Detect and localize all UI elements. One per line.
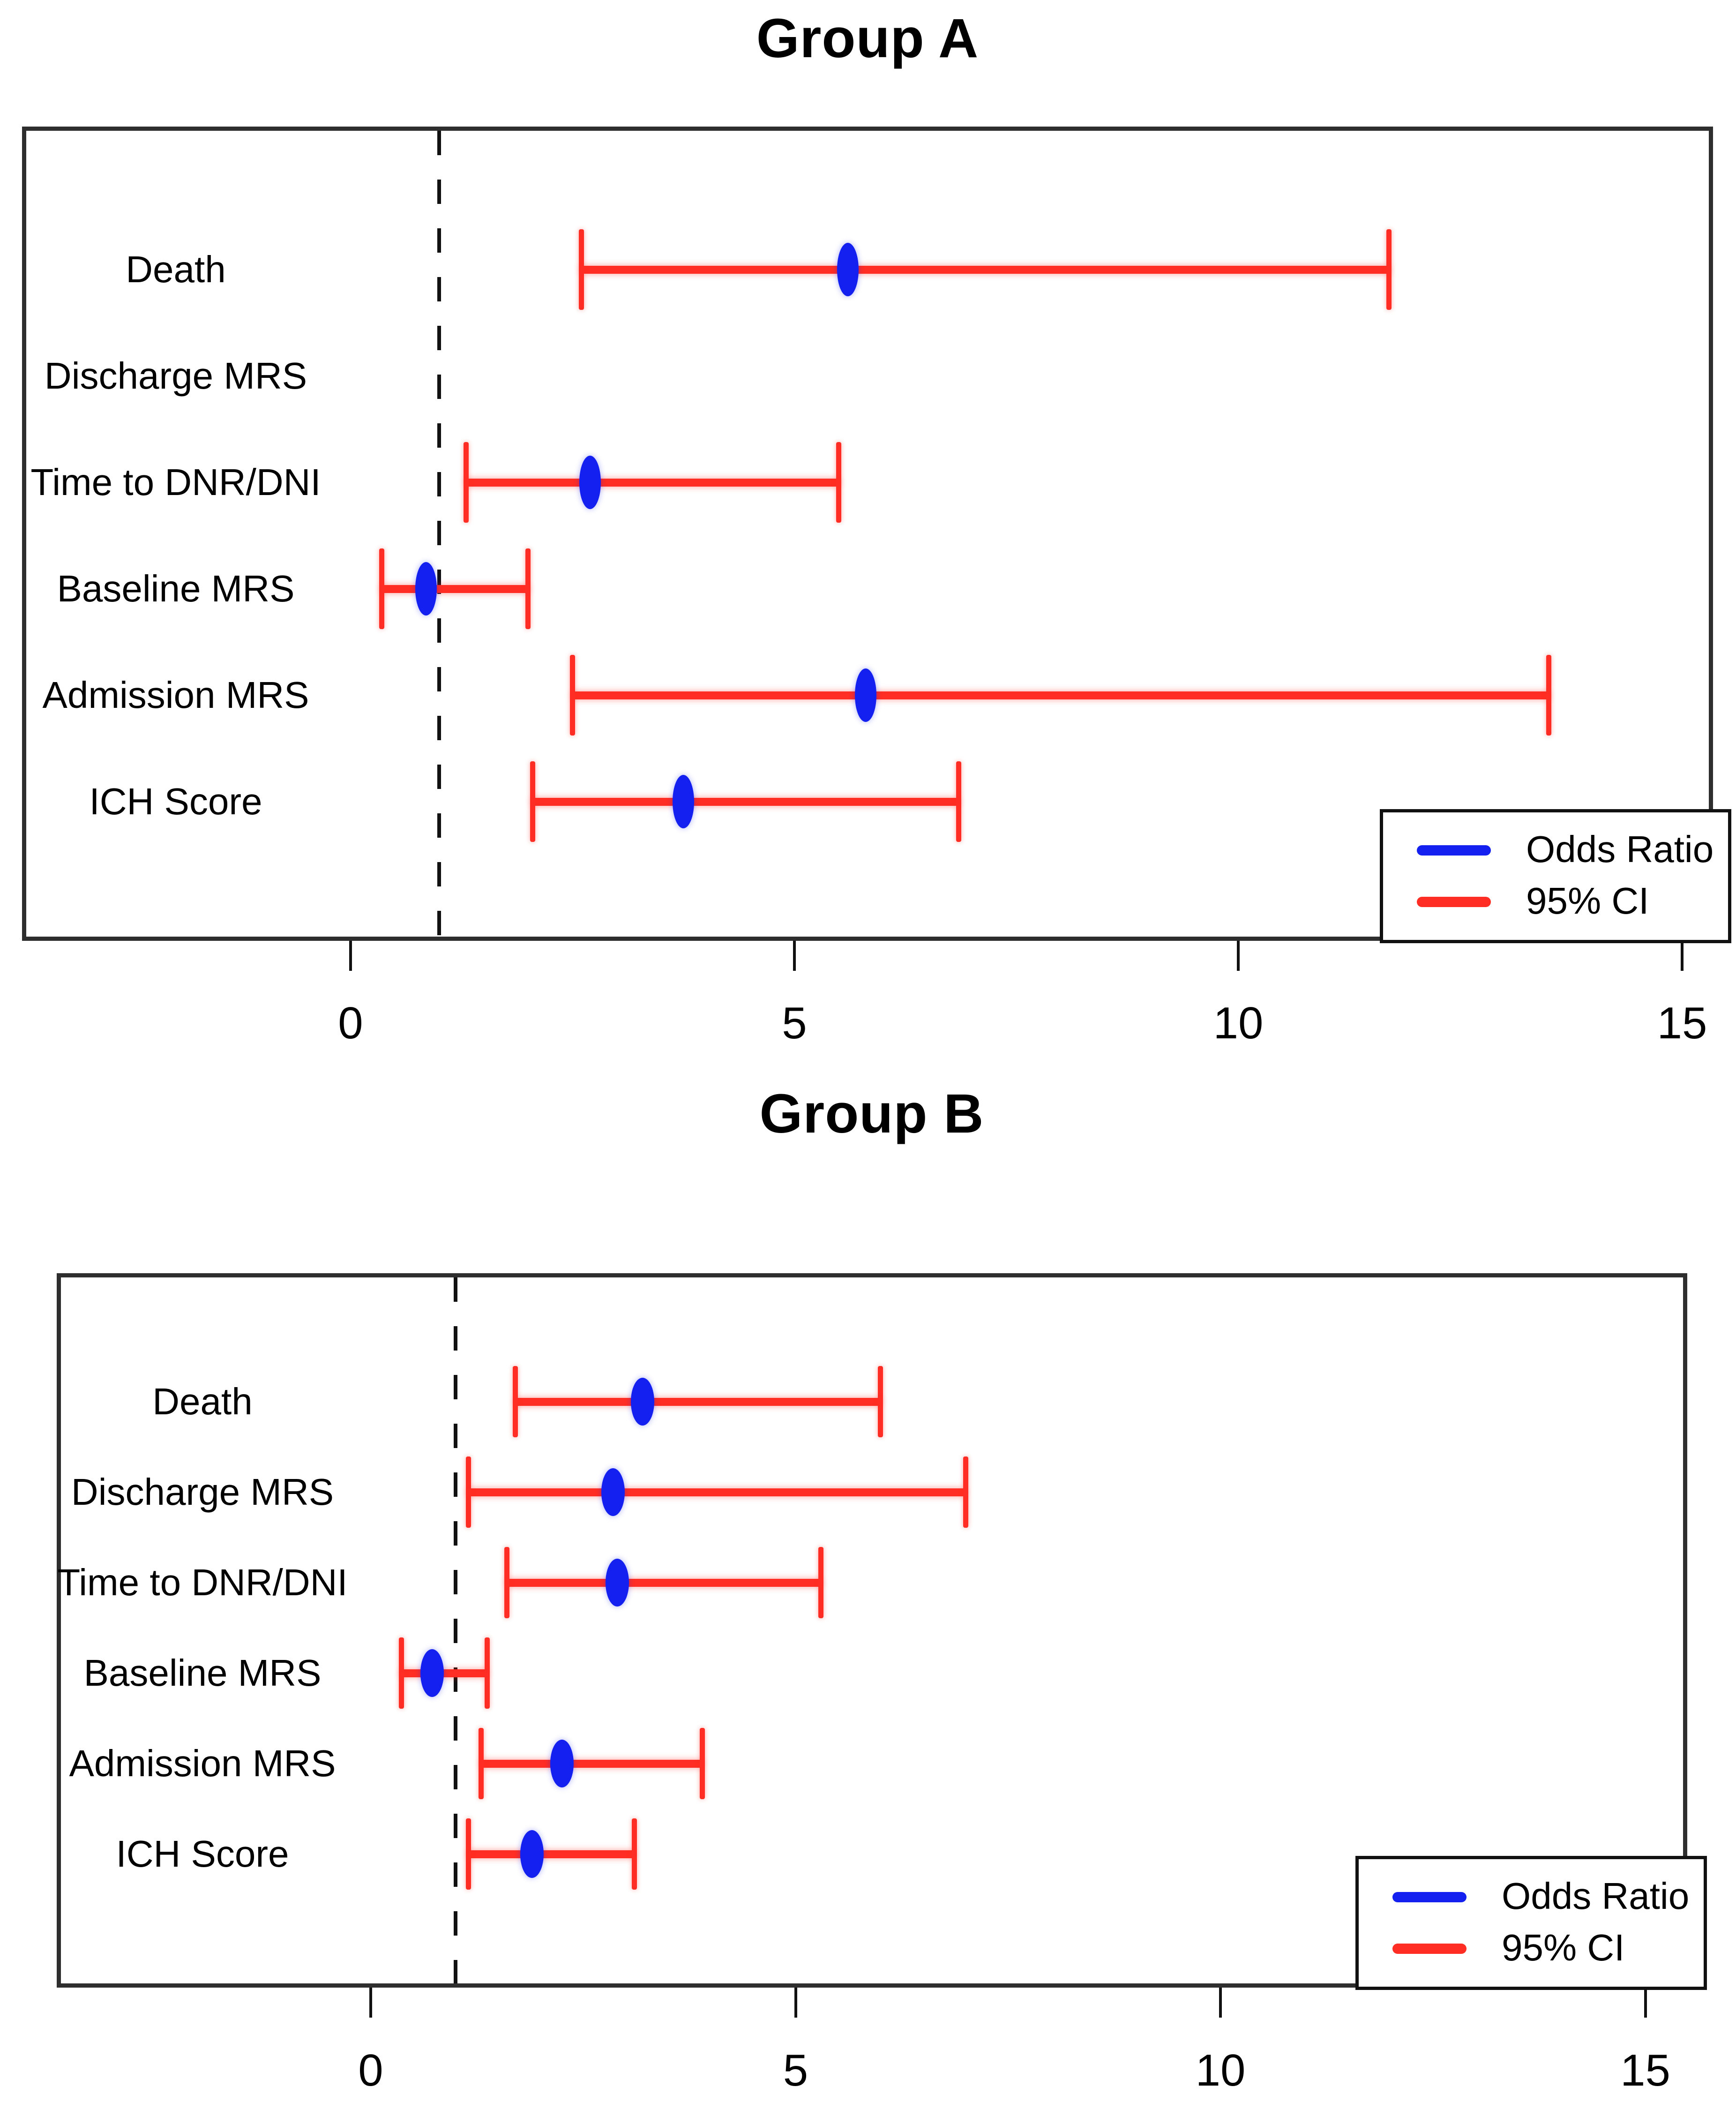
ci-cap-upper bbox=[699, 1728, 705, 1799]
ci-cap-lower bbox=[530, 761, 535, 842]
legend-entry-odds-ratio: Odds Ratio bbox=[1383, 828, 1728, 871]
legend-entry-odds-ratio: Odds Ratio bbox=[1359, 1875, 1704, 1917]
legend-label: 95% CI bbox=[1526, 880, 1649, 922]
ci-cap-upper bbox=[1386, 229, 1392, 310]
x-axis-tick-label: 0 bbox=[338, 998, 363, 1048]
odds-ratio-marker bbox=[631, 1378, 655, 1426]
x-axis-tick bbox=[793, 941, 796, 971]
panel-a-title: Group A bbox=[756, 8, 979, 69]
panel-b-legend: Odds Ratio 95% CI bbox=[1355, 1856, 1707, 1990]
ci-bar bbox=[532, 797, 959, 806]
panel-b-title: Group B bbox=[759, 1083, 984, 1145]
x-axis-tick-label: 10 bbox=[1213, 998, 1264, 1048]
odds-ratio-marker bbox=[854, 668, 876, 722]
panel-a-plot-box bbox=[22, 127, 1713, 941]
x-axis-tick bbox=[349, 941, 352, 971]
x-axis-tick bbox=[1237, 941, 1240, 971]
legend-entry-ci: 95% CI bbox=[1359, 1927, 1704, 1969]
x-axis-tick bbox=[1219, 1988, 1222, 2018]
panel-b-plot-box bbox=[57, 1273, 1687, 1988]
ci-cap-upper bbox=[818, 1547, 824, 1618]
x-axis-tick bbox=[1681, 941, 1684, 971]
ci-cap-lower bbox=[578, 229, 584, 310]
ci-cap-upper bbox=[484, 1637, 490, 1709]
ci-cap-upper bbox=[956, 761, 961, 842]
legend-odds-ratio-line bbox=[1392, 1892, 1467, 1902]
row-label-baseline-mrs: Baseline MRS bbox=[83, 1652, 322, 1694]
ci-bar bbox=[515, 1397, 881, 1406]
odds-ratio-marker bbox=[673, 775, 695, 828]
legend-ci-line bbox=[1392, 1944, 1467, 1954]
ci-cap-lower bbox=[465, 1818, 471, 1890]
row-label-discharge-mrs: Discharge MRS bbox=[71, 1471, 334, 1513]
legend-label: Odds Ratio bbox=[1526, 828, 1714, 870]
ci-cap-upper bbox=[963, 1456, 968, 1528]
ci-bar bbox=[401, 1669, 487, 1677]
ci-cap-upper bbox=[631, 1818, 637, 1890]
legend-entry-ci: 95% CI bbox=[1383, 880, 1728, 922]
ci-cap-lower bbox=[463, 442, 469, 523]
ci-cap-lower bbox=[465, 1456, 471, 1528]
odds-ratio-marker bbox=[550, 1740, 574, 1787]
row-label-ich-score: ICH Score bbox=[116, 1833, 289, 1875]
ci-cap-upper bbox=[836, 442, 842, 523]
ci-cap-lower bbox=[379, 548, 384, 629]
row-label-discharge-mrs: Discharge MRS bbox=[44, 355, 307, 397]
row-label-ich-score: ICH Score bbox=[89, 781, 262, 822]
x-axis-tick-label: 10 bbox=[1195, 2045, 1246, 2095]
x-axis-tick-label: 15 bbox=[1620, 2045, 1670, 2095]
ci-cap-lower bbox=[398, 1637, 404, 1709]
ci-bar bbox=[507, 1578, 821, 1587]
ci-bar bbox=[466, 478, 839, 487]
odds-ratio-marker bbox=[579, 456, 601, 509]
row-label-death: Death bbox=[126, 248, 226, 290]
ci-bar bbox=[468, 1488, 966, 1496]
ci-bar bbox=[382, 585, 528, 593]
row-label-admission-mrs: Admission MRS bbox=[69, 1742, 336, 1784]
x-axis-tick bbox=[794, 1988, 797, 2018]
row-label-time-to-dnr-dni: Time to DNR/DNI bbox=[57, 1561, 348, 1603]
x-axis-tick-label: 0 bbox=[358, 2045, 383, 2095]
legend-label: Odds Ratio bbox=[1502, 1875, 1690, 1917]
legend-label: 95% CI bbox=[1502, 1927, 1625, 1968]
ci-cap-upper bbox=[1546, 655, 1552, 736]
x-axis-tick bbox=[1644, 1988, 1647, 2018]
odds-ratio-marker bbox=[601, 1468, 625, 1516]
odds-ratio-marker bbox=[415, 562, 437, 616]
x-axis-tick bbox=[369, 1988, 372, 2018]
row-label-admission-mrs: Admission MRS bbox=[42, 674, 309, 716]
legend-ci-line bbox=[1417, 897, 1491, 907]
odds-ratio-marker bbox=[420, 1649, 444, 1697]
ci-cap-lower bbox=[512, 1366, 518, 1437]
ci-bar bbox=[572, 691, 1549, 699]
row-label-death: Death bbox=[152, 1381, 253, 1422]
x-axis-tick-label: 15 bbox=[1657, 998, 1707, 1048]
ci-bar bbox=[581, 265, 1389, 274]
ci-cap-lower bbox=[570, 655, 575, 736]
odds-ratio-marker bbox=[837, 243, 859, 296]
odds-ratio-marker bbox=[605, 1559, 629, 1607]
odds-ratio-marker bbox=[520, 1830, 544, 1878]
ci-cap-upper bbox=[878, 1366, 883, 1437]
row-label-time-to-dnr-dni: Time to DNR/DNI bbox=[30, 461, 321, 503]
panel-b-reference-line bbox=[454, 1277, 458, 1983]
panel-a-legend: Odds Ratio 95% CI bbox=[1380, 809, 1731, 943]
x-axis-tick-label: 5 bbox=[782, 998, 807, 1048]
panel-a-reference-line bbox=[437, 131, 441, 937]
ci-bar bbox=[481, 1759, 703, 1768]
ci-cap-lower bbox=[504, 1547, 509, 1618]
ci-bar bbox=[468, 1850, 635, 1858]
x-axis-tick-label: 5 bbox=[783, 2045, 808, 2095]
ci-cap-lower bbox=[479, 1728, 484, 1799]
row-label-baseline-mrs: Baseline MRS bbox=[57, 568, 295, 609]
legend-odds-ratio-line bbox=[1417, 845, 1491, 856]
ci-cap-upper bbox=[525, 548, 531, 629]
